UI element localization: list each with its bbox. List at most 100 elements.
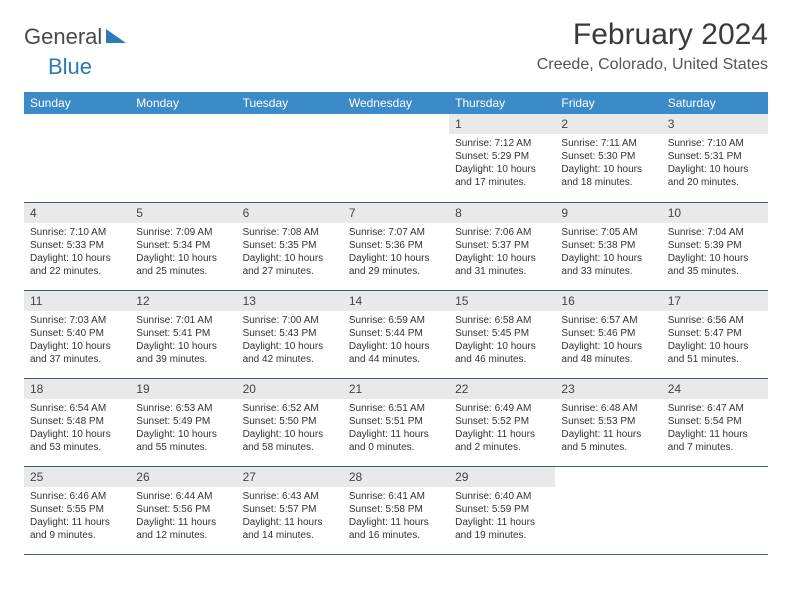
calendar-cell: 14Sunrise: 6:59 AMSunset: 5:44 PMDayligh… bbox=[343, 290, 449, 378]
day-number: 19 bbox=[130, 379, 236, 399]
day-body: Sunrise: 7:06 AMSunset: 5:37 PMDaylight:… bbox=[449, 223, 555, 282]
day-number: 7 bbox=[343, 203, 449, 223]
sunrise-text: Sunrise: 6:53 AM bbox=[136, 402, 230, 415]
calendar-cell: 5Sunrise: 7:09 AMSunset: 5:34 PMDaylight… bbox=[130, 202, 236, 290]
day-number: 18 bbox=[24, 379, 130, 399]
sunrise-text: Sunrise: 6:48 AM bbox=[561, 402, 655, 415]
sunset-text: Sunset: 5:29 PM bbox=[455, 150, 549, 163]
daylight-text: Daylight: 11 hours and 0 minutes. bbox=[349, 428, 443, 454]
sunset-text: Sunset: 5:44 PM bbox=[349, 327, 443, 340]
calendar-cell: 26Sunrise: 6:44 AMSunset: 5:56 PMDayligh… bbox=[130, 466, 236, 554]
day-number: 27 bbox=[237, 467, 343, 487]
day-body: Sunrise: 6:44 AMSunset: 5:56 PMDaylight:… bbox=[130, 487, 236, 546]
daylight-text: Daylight: 11 hours and 16 minutes. bbox=[349, 516, 443, 542]
day-body: Sunrise: 6:59 AMSunset: 5:44 PMDaylight:… bbox=[343, 311, 449, 370]
sunset-text: Sunset: 5:50 PM bbox=[243, 415, 337, 428]
day-header: Tuesday bbox=[237, 92, 343, 114]
calendar-cell: 3Sunrise: 7:10 AMSunset: 5:31 PMDaylight… bbox=[662, 114, 768, 202]
calendar-week: 4 Sunrise: 7:10 AMSunset: 5:33 PM Daylight… bbox=[24, 202, 768, 290]
day-number: 25 bbox=[24, 467, 130, 487]
day-number: 13 bbox=[237, 291, 343, 311]
calendar-cell: 27Sunrise: 6:43 AMSunset: 5:57 PMDayligh… bbox=[237, 466, 343, 554]
sunset-text: Sunset: 5:34 PM bbox=[136, 239, 230, 252]
day-header-row: Sunday Monday Tuesday Wednesday Thursday… bbox=[24, 92, 768, 114]
daylight-text: Daylight: 10 hours and 33 minutes. bbox=[561, 252, 655, 278]
daylight-text: Daylight: 11 hours and 12 minutes. bbox=[136, 516, 230, 542]
day-number: 8 bbox=[449, 203, 555, 223]
sunrise-text: Sunrise: 7:04 AM bbox=[668, 226, 762, 239]
calendar-cell: 22Sunrise: 6:49 AMSunset: 5:52 PMDayligh… bbox=[449, 378, 555, 466]
calendar-cell: 2Sunrise: 7:11 AMSunset: 5:30 PMDaylight… bbox=[555, 114, 661, 202]
day-number: 2 bbox=[555, 114, 661, 134]
sunset-text: Sunset: 5:53 PM bbox=[561, 415, 655, 428]
sunrise-text: Sunrise: 6:52 AM bbox=[243, 402, 337, 415]
sunrise-text: Sunrise: 7:00 AM bbox=[243, 314, 337, 327]
sunset-text: Sunset: 5:54 PM bbox=[668, 415, 762, 428]
day-number: 24 bbox=[662, 379, 768, 399]
sunset-text: Sunset: 5:40 PM bbox=[30, 327, 124, 340]
day-number: 21 bbox=[343, 379, 449, 399]
daylight-text: Daylight: 10 hours and 25 minutes. bbox=[136, 252, 230, 278]
day-header: Wednesday bbox=[343, 92, 449, 114]
daylight-text: Daylight: 10 hours and 31 minutes. bbox=[455, 252, 549, 278]
sunset-text: Sunset: 5:30 PM bbox=[561, 150, 655, 163]
daylight-text: Daylight: 10 hours and 48 minutes. bbox=[561, 340, 655, 366]
calendar-cell: 11Sunrise: 7:03 AMSunset: 5:40 PMDayligh… bbox=[24, 290, 130, 378]
sunset-text: Sunset: 5:41 PM bbox=[136, 327, 230, 340]
sunset-text: Sunset: 5:37 PM bbox=[455, 239, 549, 252]
daylight-text: Daylight: 11 hours and 5 minutes. bbox=[561, 428, 655, 454]
daylight-text: Daylight: 10 hours and 55 minutes. bbox=[136, 428, 230, 454]
sunrise-text: Sunrise: 7:10 AM bbox=[30, 226, 124, 239]
day-body: Sunrise: 7:08 AMSunset: 5:35 PMDaylight:… bbox=[237, 223, 343, 282]
sunset-text: Sunset: 5:55 PM bbox=[30, 503, 124, 516]
sunrise-text: Sunrise: 6:46 AM bbox=[30, 490, 124, 503]
day-body: Sunrise: 6:52 AMSunset: 5:50 PMDaylight:… bbox=[237, 399, 343, 458]
day-body: Sunrise: 6:43 AMSunset: 5:57 PMDaylight:… bbox=[237, 487, 343, 546]
sunrise-text: Sunrise: 6:40 AM bbox=[455, 490, 549, 503]
day-body: Sunrise: 7:10 AMSunset: 5:31 PMDaylight:… bbox=[662, 134, 768, 193]
sunset-text: Sunset: 5:39 PM bbox=[668, 239, 762, 252]
day-number: 20 bbox=[237, 379, 343, 399]
sunrise-text: Sunrise: 6:57 AM bbox=[561, 314, 655, 327]
daylight-text: Daylight: 10 hours and 27 minutes. bbox=[243, 252, 337, 278]
day-body: Sunrise: 6:47 AMSunset: 5:54 PMDaylight:… bbox=[662, 399, 768, 458]
sunset-text: Sunset: 5:33 PM bbox=[30, 239, 124, 252]
sunset-text: Sunset: 5:47 PM bbox=[668, 327, 762, 340]
day-body: Sunrise: 7:09 AMSunset: 5:34 PMDaylight:… bbox=[130, 223, 236, 282]
day-number: 4 bbox=[24, 203, 130, 223]
daylight-text: Daylight: 10 hours and 17 minutes. bbox=[455, 163, 549, 189]
day-body: Sunrise: 6:46 AMSunset: 5:55 PMDaylight:… bbox=[24, 487, 130, 546]
calendar-cell bbox=[662, 466, 768, 554]
calendar-cell: 13Sunrise: 7:00 AMSunset: 5:43 PMDayligh… bbox=[237, 290, 343, 378]
calendar-cell: 17Sunrise: 6:56 AMSunset: 5:47 PMDayligh… bbox=[662, 290, 768, 378]
day-number: 9 bbox=[555, 203, 661, 223]
day-number: 15 bbox=[449, 291, 555, 311]
day-body: Sunrise: 6:49 AMSunset: 5:52 PMDaylight:… bbox=[449, 399, 555, 458]
sunset-text: Sunset: 5:45 PM bbox=[455, 327, 549, 340]
calendar-cell: 28Sunrise: 6:41 AMSunset: 5:58 PMDayligh… bbox=[343, 466, 449, 554]
sunrise-text: Sunrise: 6:59 AM bbox=[349, 314, 443, 327]
day-body: Sunrise: 6:48 AMSunset: 5:53 PMDaylight:… bbox=[555, 399, 661, 458]
logo-triangle-icon bbox=[106, 27, 126, 48]
sunrise-text: Sunrise: 6:43 AM bbox=[243, 490, 337, 503]
daylight-text: Daylight: 11 hours and 2 minutes. bbox=[455, 428, 549, 454]
calendar-week: 25Sunrise: 6:46 AMSunset: 5:55 PMDayligh… bbox=[24, 466, 768, 554]
daylight-text: Daylight: 10 hours and 18 minutes. bbox=[561, 163, 655, 189]
month-title: February 2024 bbox=[537, 18, 768, 52]
day-body: Sunrise: 7:05 AMSunset: 5:38 PMDaylight:… bbox=[555, 223, 661, 282]
daylight-text: Daylight: 10 hours and 29 minutes. bbox=[349, 252, 443, 278]
calendar-cell bbox=[24, 114, 130, 202]
day-body: Sunrise: 6:53 AMSunset: 5:49 PMDaylight:… bbox=[130, 399, 236, 458]
day-body: Sunrise: 6:57 AMSunset: 5:46 PMDaylight:… bbox=[555, 311, 661, 370]
sunrise-text: Sunrise: 7:12 AM bbox=[455, 137, 549, 150]
sunset-text: Sunset: 5:35 PM bbox=[243, 239, 337, 252]
daylight-text: Daylight: 10 hours and 39 minutes. bbox=[136, 340, 230, 366]
sunset-text: Sunset: 5:38 PM bbox=[561, 239, 655, 252]
calendar-table: Sunday Monday Tuesday Wednesday Thursday… bbox=[24, 92, 768, 555]
calendar-cell: 1Sunrise: 7:12 AMSunset: 5:29 PMDaylight… bbox=[449, 114, 555, 202]
day-number: 5 bbox=[130, 203, 236, 223]
day-body: Sunrise: 7:11 AMSunset: 5:30 PMDaylight:… bbox=[555, 134, 661, 193]
day-number: 12 bbox=[130, 291, 236, 311]
calendar-body: 1Sunrise: 7:12 AMSunset: 5:29 PMDaylight… bbox=[24, 114, 768, 554]
sunset-text: Sunset: 5:56 PM bbox=[136, 503, 230, 516]
